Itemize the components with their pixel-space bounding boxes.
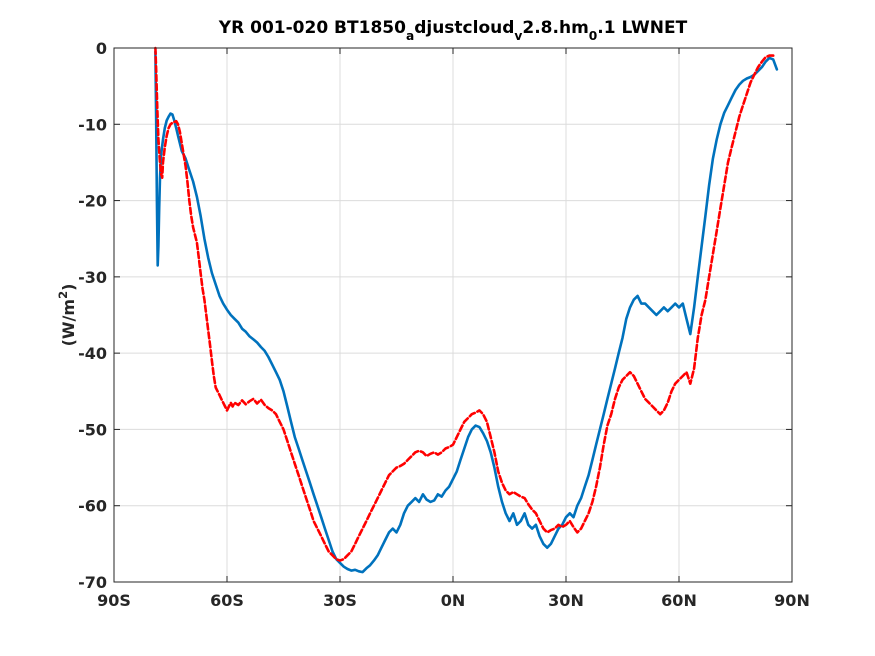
x-tick-label: 30N: [548, 591, 584, 610]
y-tick-label: -40: [78, 344, 107, 363]
y-tick-label: -30: [78, 268, 107, 287]
x-tick-label: 60N: [661, 591, 697, 610]
y-tick-label: -70: [78, 573, 107, 592]
x-tick-labels: 90S 60S 30S 0N 30N 60N 90N: [97, 591, 810, 610]
y-axis-label: (W/m2): [56, 284, 78, 347]
x-tick-label: 90N: [774, 591, 810, 610]
y-tick-label: 0: [96, 39, 107, 58]
y-tick-labels: 0 -10 -20 -30 -40 -50 -60 -70: [78, 39, 107, 592]
x-tick-label: 30S: [323, 591, 357, 610]
y-tick-label: -50: [78, 420, 107, 439]
x-tick-label: 60S: [210, 591, 244, 610]
y-tick-label: -10: [78, 115, 107, 134]
series-group: [154, 46, 779, 574]
ticks: [113, 47, 793, 583]
plot-area: [113, 46, 793, 583]
y-tick-label: -60: [78, 497, 107, 516]
y-tick-label: -20: [78, 192, 107, 211]
x-tick-label: 90S: [97, 591, 131, 610]
series-line-1: [154, 50, 779, 574]
series-line-2: [154, 46, 775, 562]
chart-title: YR 001-020 BT1850adjustcloudv2.8.hm0.1 L…: [218, 18, 688, 43]
x-tick-label: 0N: [441, 591, 466, 610]
